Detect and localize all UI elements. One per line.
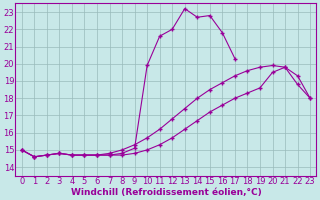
X-axis label: Windchill (Refroidissement éolien,°C): Windchill (Refroidissement éolien,°C) [70, 188, 261, 197]
